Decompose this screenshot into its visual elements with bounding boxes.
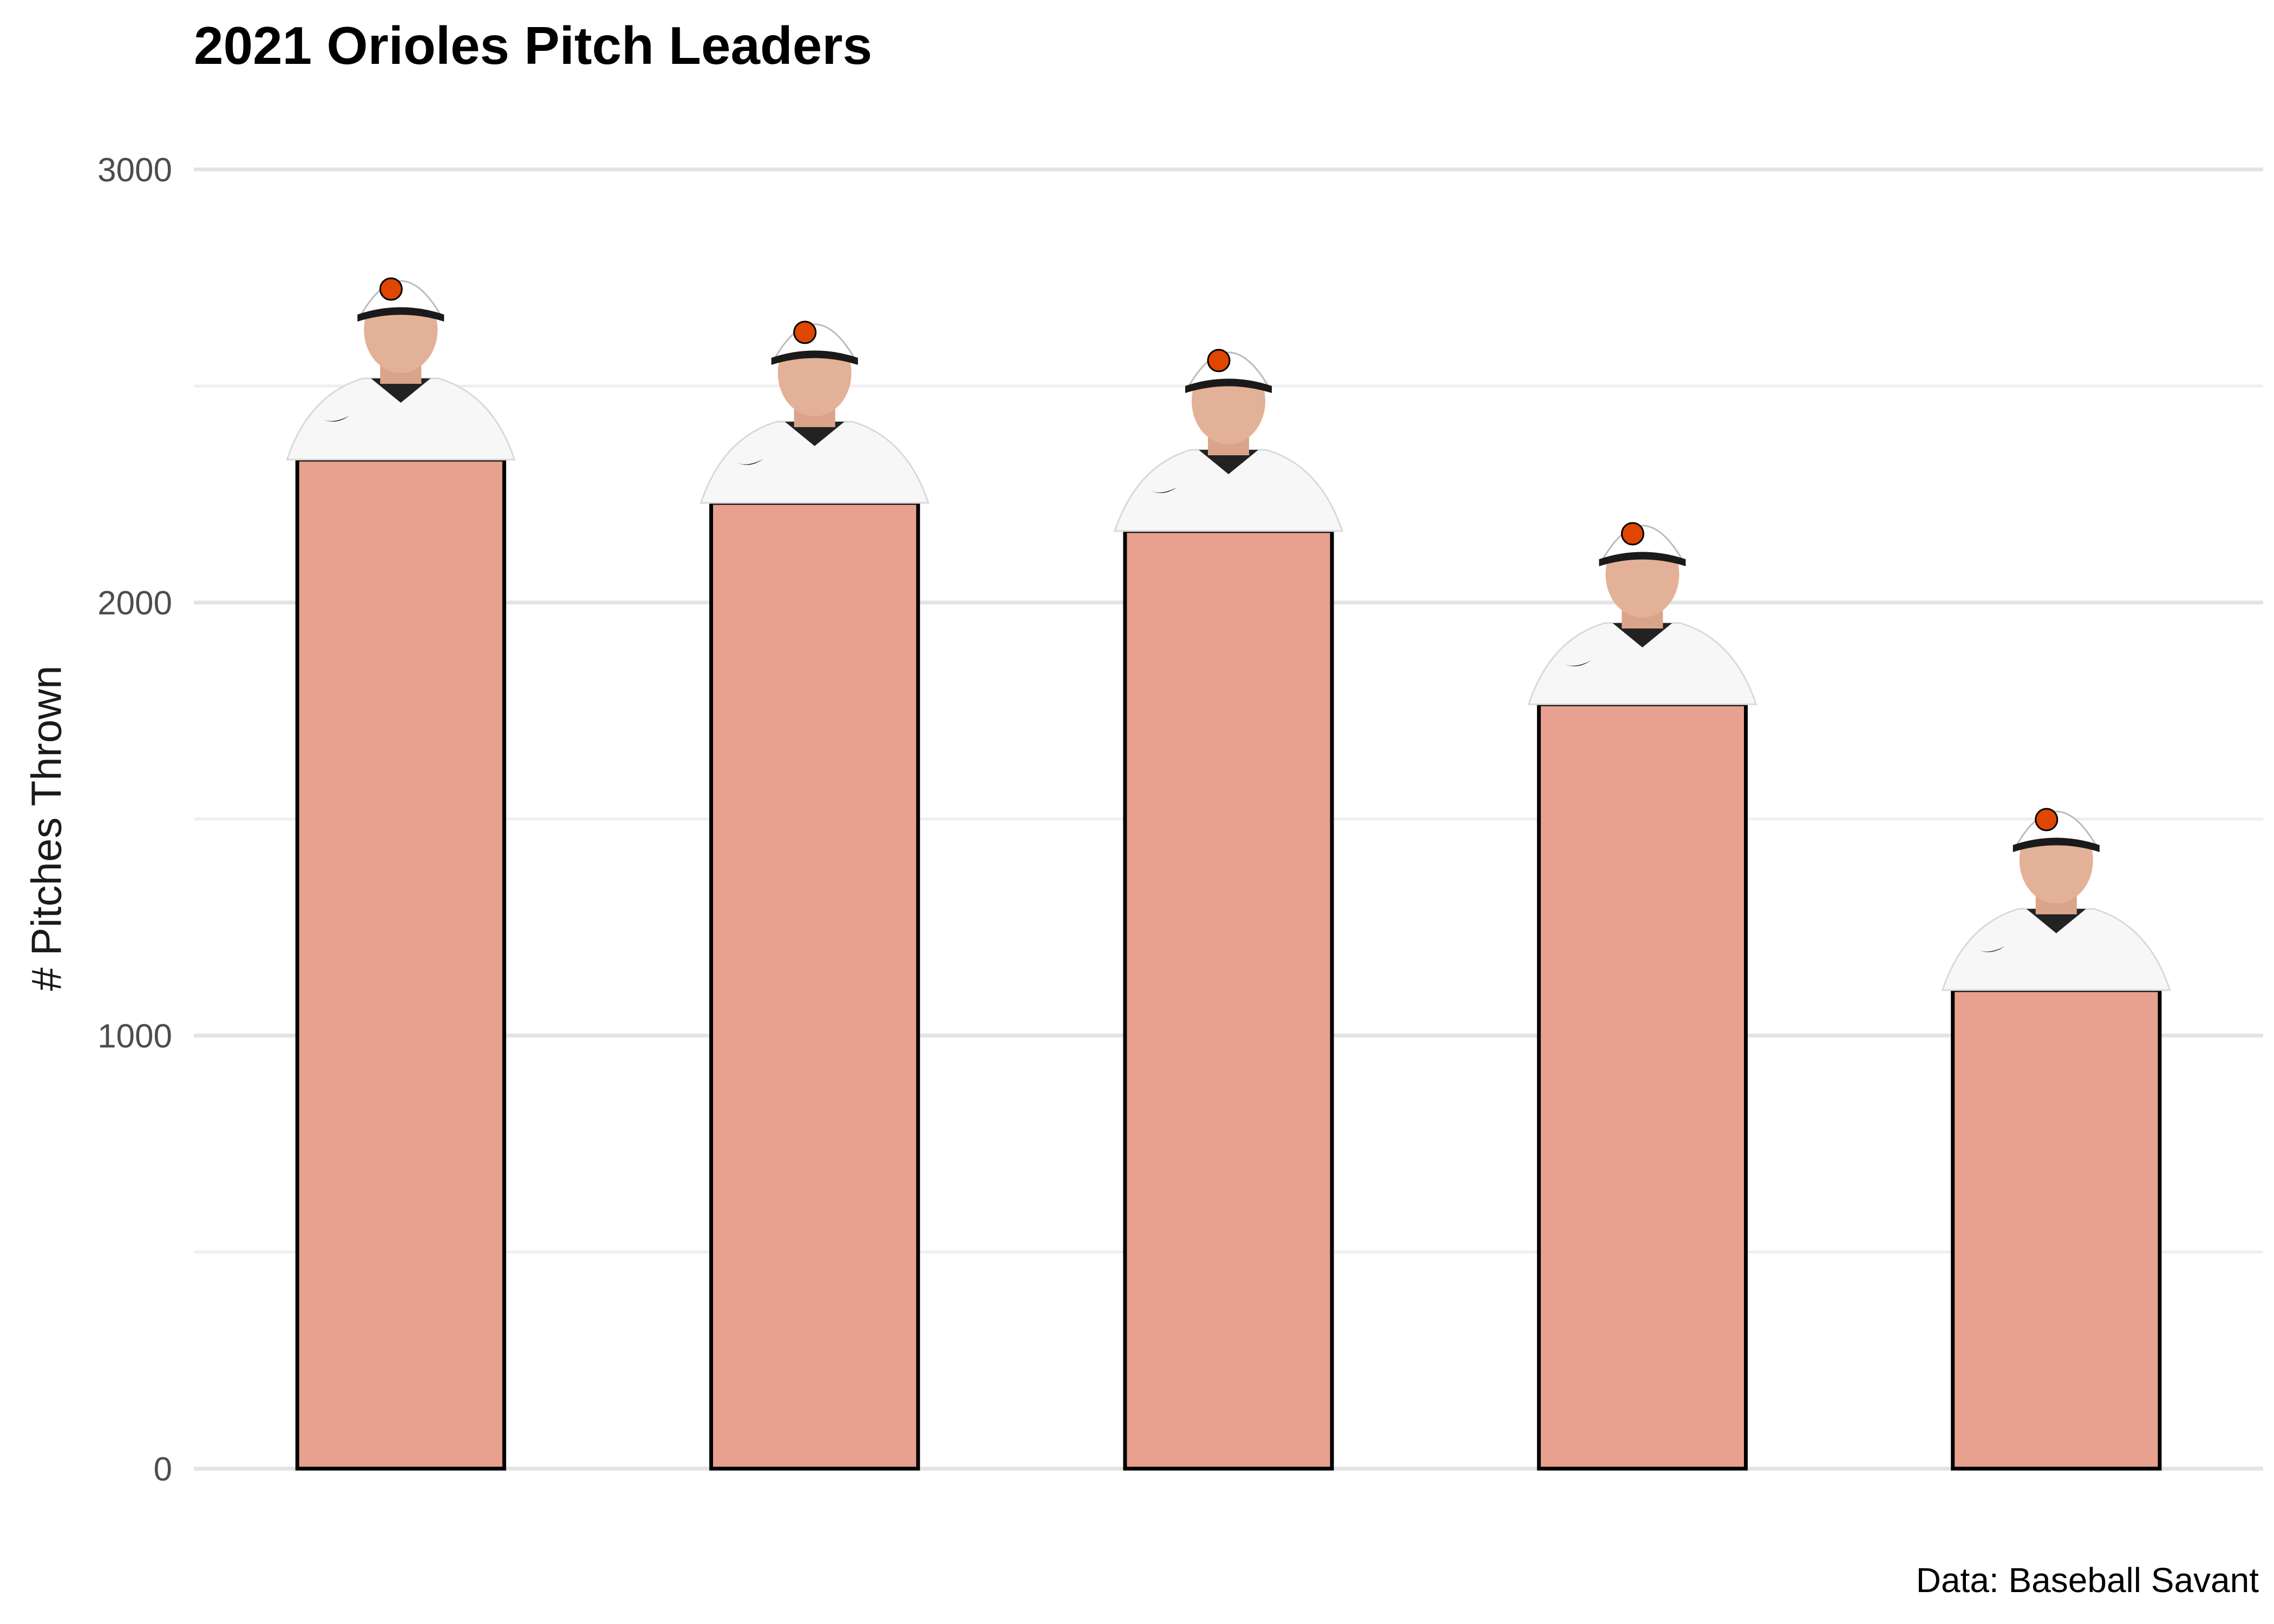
- player-photo: [1941, 808, 2171, 991]
- chart-title: 2021 Orioles Pitch Leaders: [194, 16, 872, 75]
- bar: [1537, 702, 1748, 1471]
- player-photo: [1527, 522, 1757, 705]
- bar: [709, 501, 920, 1471]
- bars: [295, 457, 2162, 1471]
- player-photo: [700, 320, 930, 504]
- y-tick-labels: 0 1000 2000 3000: [97, 152, 172, 1488]
- y-tick-label: 3000: [97, 152, 172, 189]
- player-photos: [286, 277, 2171, 991]
- y-tick-label: 1000: [97, 1018, 172, 1055]
- player-photo: [1113, 349, 1344, 532]
- bar: [1123, 529, 1334, 1471]
- y-tick-label: 0: [154, 1451, 172, 1488]
- chart-caption: Data: Baseball Savant: [1916, 1561, 2259, 1600]
- bar: [295, 457, 506, 1471]
- bar: [1951, 988, 2162, 1471]
- player-photo: [286, 277, 516, 461]
- y-tick-label: 2000: [97, 585, 172, 622]
